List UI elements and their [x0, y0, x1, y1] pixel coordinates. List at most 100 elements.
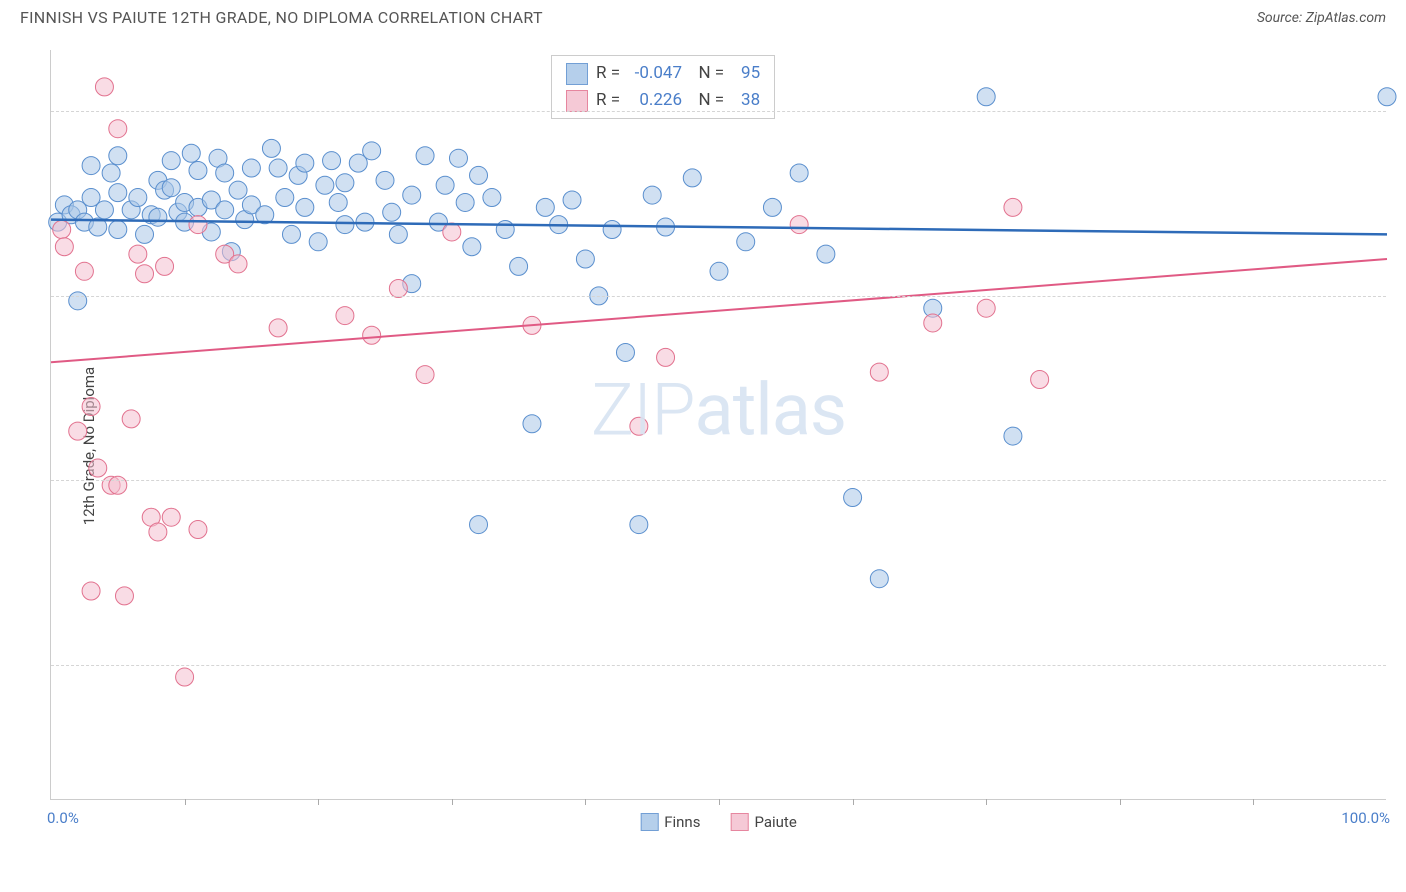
data-point: [496, 221, 514, 239]
x-tick-mark: [452, 799, 453, 805]
data-point: [149, 523, 167, 541]
data-point: [95, 201, 113, 219]
data-point: [162, 152, 180, 170]
x-tick-label-end: 100.0%: [1341, 809, 1390, 827]
data-point: [403, 186, 421, 204]
data-point: [69, 292, 87, 310]
x-tick-mark: [719, 799, 720, 805]
n-value-paiute: 38: [732, 87, 760, 114]
data-point: [136, 225, 154, 243]
data-point: [870, 363, 888, 381]
chart-header: FINNISH VS PAIUTE 12TH GRADE, NO DIPLOMA…: [0, 0, 1406, 31]
data-point: [316, 176, 334, 194]
gridline-h: [51, 111, 1386, 112]
data-point: [977, 299, 995, 317]
data-point: [176, 668, 194, 686]
data-point: [1378, 88, 1396, 106]
data-point: [149, 208, 167, 226]
n-value-finns: 95: [732, 60, 760, 87]
data-point: [216, 201, 234, 219]
data-point: [82, 157, 100, 175]
data-point: [383, 203, 401, 221]
chart-title: FINNISH VS PAIUTE 12TH GRADE, NO DIPLOMA…: [20, 8, 543, 27]
x-tick-mark: [1253, 799, 1254, 805]
data-point: [470, 516, 488, 534]
data-point: [336, 307, 354, 325]
data-point: [576, 250, 594, 268]
x-tick-mark: [585, 799, 586, 805]
data-point: [329, 193, 347, 211]
data-point: [683, 169, 701, 187]
data-point: [924, 314, 942, 332]
data-point: [282, 225, 300, 243]
data-point: [844, 489, 862, 507]
trendline: [51, 220, 1387, 235]
data-point: [82, 582, 100, 600]
data-point: [129, 245, 147, 263]
x-tick-label-start: 0.0%: [47, 809, 79, 827]
data-point: [69, 422, 87, 440]
data-point: [156, 257, 174, 275]
data-point: [790, 216, 808, 234]
data-point: [456, 193, 474, 211]
data-point: [269, 319, 287, 337]
data-point: [389, 280, 407, 298]
x-tick-mark: [318, 799, 319, 805]
data-point: [630, 417, 648, 435]
data-point: [75, 262, 93, 280]
data-point: [643, 186, 661, 204]
data-point: [463, 238, 481, 256]
gridline-h: [51, 480, 1386, 481]
data-point: [616, 343, 634, 361]
data-point: [363, 142, 381, 160]
data-point: [510, 257, 528, 275]
data-point: [229, 255, 247, 273]
data-point: [109, 184, 127, 202]
data-point: [162, 179, 180, 197]
x-tick-mark: [853, 799, 854, 805]
data-point: [182, 144, 200, 162]
data-point: [1004, 427, 1022, 445]
x-tick-mark: [986, 799, 987, 805]
scatter-svg: [51, 50, 1386, 799]
legend-row-finns: R = -0.047 N = 95: [566, 60, 760, 87]
chart-plot-area: ZIPatlas R = -0.047 N = 95 R = 0.226 N =…: [50, 50, 1386, 800]
data-point: [790, 164, 808, 182]
data-point: [109, 120, 127, 138]
data-point: [296, 198, 314, 216]
data-point: [376, 171, 394, 189]
data-point: [102, 164, 120, 182]
data-point: [55, 238, 73, 256]
data-point: [763, 198, 781, 216]
data-point: [1031, 371, 1049, 389]
data-point: [53, 221, 71, 239]
data-point: [336, 216, 354, 234]
data-point: [389, 225, 407, 243]
swatch-finns: [566, 63, 588, 85]
data-point: [296, 154, 314, 172]
data-point: [269, 159, 287, 177]
data-point: [189, 161, 207, 179]
bottom-legend-paiute: Paiute: [730, 813, 796, 831]
data-point: [216, 164, 234, 182]
data-point: [129, 189, 147, 207]
data-point: [416, 366, 434, 384]
data-point: [276, 189, 294, 207]
data-point: [242, 159, 260, 177]
r-value-finns: -0.047: [628, 60, 682, 87]
swatch-bottom-finns: [640, 813, 658, 831]
y-tick-label: 92.5%: [1396, 287, 1406, 305]
x-tick-mark: [1120, 799, 1121, 805]
data-point: [470, 166, 488, 184]
data-point: [189, 216, 207, 234]
data-point: [95, 78, 113, 96]
data-point: [523, 415, 541, 433]
swatch-paiute: [566, 90, 588, 112]
data-point: [737, 233, 755, 251]
data-point: [449, 149, 467, 167]
gridline-h: [51, 296, 1386, 297]
chart-source: Source: ZipAtlas.com: [1257, 10, 1386, 26]
data-point: [436, 176, 454, 194]
y-tick-label: 85.0%: [1396, 471, 1406, 489]
correlation-legend: R = -0.047 N = 95 R = 0.226 N = 38: [551, 55, 775, 119]
